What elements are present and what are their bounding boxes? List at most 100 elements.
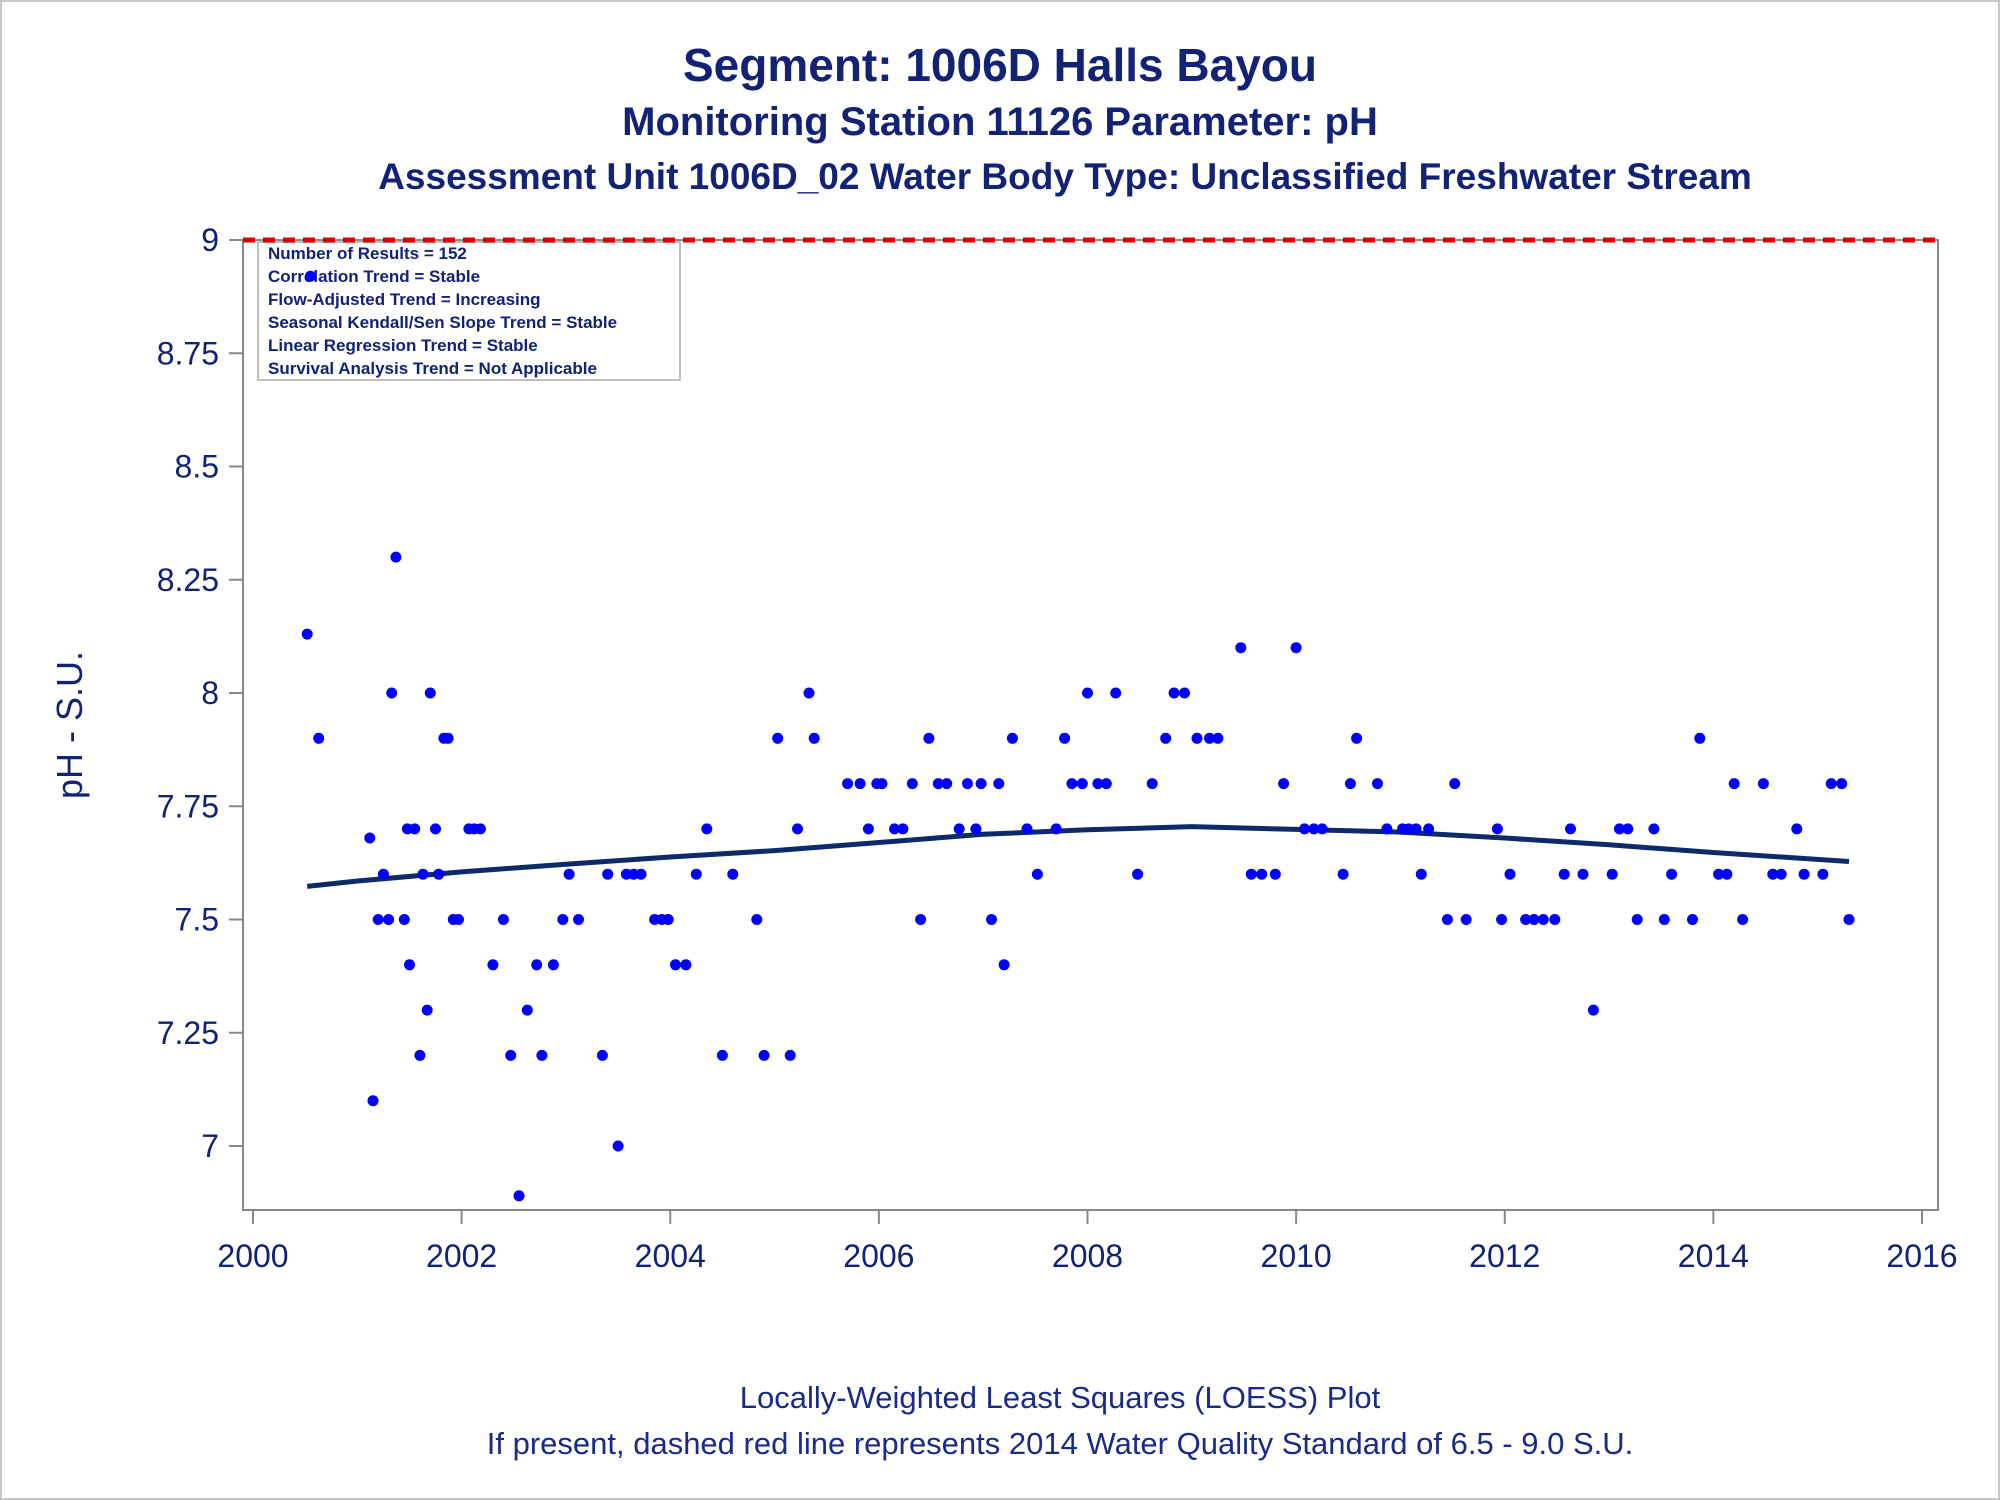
data-point	[453, 914, 464, 925]
data-point	[377, 868, 389, 880]
data-point	[1006, 732, 1018, 744]
data-point	[772, 732, 784, 744]
data-point	[670, 959, 681, 971]
data-point	[1100, 778, 1112, 790]
data-point	[1496, 914, 1508, 925]
data-point	[854, 778, 866, 790]
data-point	[573, 914, 584, 925]
data-point	[1520, 914, 1532, 925]
data-point	[1767, 868, 1779, 880]
data-point	[1179, 687, 1190, 699]
data-point	[390, 551, 402, 563]
data-point	[1537, 914, 1549, 925]
data-point	[521, 1004, 533, 1016]
x-tick-label: 2000	[217, 1238, 288, 1274]
data-point	[1614, 823, 1625, 835]
data-point	[1587, 1004, 1599, 1016]
data-point	[1460, 914, 1472, 925]
data-point	[442, 732, 454, 744]
y-tick-label: 7.5	[175, 902, 219, 938]
y-tick-label: 7.75	[157, 788, 219, 824]
data-point	[784, 1049, 796, 1061]
data-point	[1606, 868, 1618, 880]
data-point	[1687, 914, 1698, 925]
plot-area	[242, 239, 1939, 1211]
data-point	[1737, 914, 1749, 925]
data-point	[1666, 868, 1678, 880]
data-point	[986, 914, 997, 925]
data-point	[547, 959, 559, 971]
data-point	[1631, 914, 1643, 925]
data-point	[1245, 868, 1257, 880]
data-point	[1372, 778, 1383, 790]
data-point	[808, 732, 820, 744]
x-tick-label: 2006	[843, 1238, 914, 1274]
loess-curve	[306, 824, 1850, 889]
chart-subtitle: Monitoring Station 11126 Parameter: pH	[622, 100, 1378, 144]
footnote-loess: Locally-Weighted Least Squares (LOESS) P…	[739, 1380, 1381, 1415]
data-point	[803, 687, 815, 699]
y-tick-label: 8.25	[157, 562, 219, 598]
data-point	[1791, 823, 1803, 835]
x-tick-label: 2016	[1886, 1238, 1957, 1274]
stats-line-correlation: Correlation Trend = Stable	[268, 267, 480, 286]
data-point	[430, 823, 441, 835]
data-point	[1415, 868, 1427, 880]
data-point	[531, 959, 543, 971]
data-point	[1565, 823, 1576, 835]
data-point	[897, 823, 909, 835]
data-point	[1066, 778, 1078, 790]
x-tick-label: 2012	[1469, 1238, 1540, 1274]
data-point	[1031, 868, 1043, 880]
data-point	[1082, 687, 1093, 699]
data-point	[842, 778, 854, 790]
data-point	[424, 687, 436, 699]
data-point	[1775, 868, 1787, 880]
data-point	[716, 1049, 728, 1061]
data-point	[1235, 642, 1247, 654]
data-point	[1146, 778, 1158, 790]
data-point	[862, 823, 874, 835]
data-point	[662, 914, 674, 925]
data-point	[414, 1049, 426, 1061]
y-tick-label: 8.75	[157, 335, 219, 371]
data-point	[906, 778, 918, 790]
x-tick-label: 2010	[1261, 1238, 1332, 1274]
data-point	[792, 823, 803, 835]
data-point	[1344, 778, 1356, 790]
data-point	[1278, 778, 1290, 790]
data-point	[1204, 732, 1215, 744]
data-point	[635, 868, 647, 880]
data-point	[372, 914, 384, 925]
data-point	[1059, 732, 1071, 744]
data-point	[513, 1190, 525, 1202]
data-point	[1449, 778, 1461, 790]
data-point	[932, 778, 944, 790]
data-point	[1713, 868, 1725, 880]
data-point	[557, 914, 569, 925]
data-point	[1577, 868, 1589, 880]
data-point	[1558, 868, 1570, 880]
data-point	[602, 868, 614, 880]
data-point	[404, 959, 415, 971]
data-point	[1160, 732, 1172, 744]
data-point	[1694, 732, 1706, 744]
data-point	[563, 868, 575, 880]
stats-box: Number of Results = 152 Correlation Tren…	[257, 241, 681, 381]
data-point	[1648, 823, 1660, 835]
data-point	[1191, 732, 1203, 744]
x-tick-label: 2002	[426, 1238, 497, 1274]
data-point	[1299, 823, 1310, 835]
data-point	[487, 959, 499, 971]
y-tick-label: 7	[201, 1128, 219, 1164]
data-point	[1504, 868, 1516, 880]
data-point	[758, 1049, 770, 1061]
data-point	[1076, 778, 1088, 790]
data-point	[1110, 687, 1122, 699]
chart-subtitle-2: Assessment Unit 1006D_02 Water Body Type…	[378, 156, 1752, 197]
data-point	[383, 914, 395, 925]
data-point	[1798, 868, 1810, 880]
data-point	[612, 1140, 624, 1152]
x-tick-label: 2008	[1052, 1238, 1123, 1274]
